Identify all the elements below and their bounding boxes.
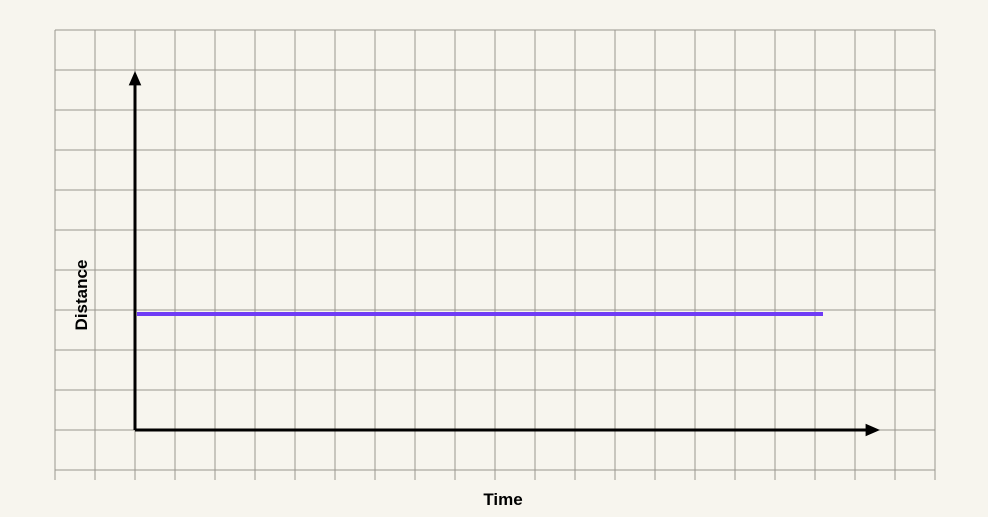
chart-container: Distance Time <box>0 0 988 517</box>
chart-background <box>0 0 988 517</box>
x-axis-label: Time <box>483 490 522 509</box>
y-axis-label: Distance <box>72 260 91 331</box>
distance-time-chart: Distance Time <box>0 0 988 517</box>
